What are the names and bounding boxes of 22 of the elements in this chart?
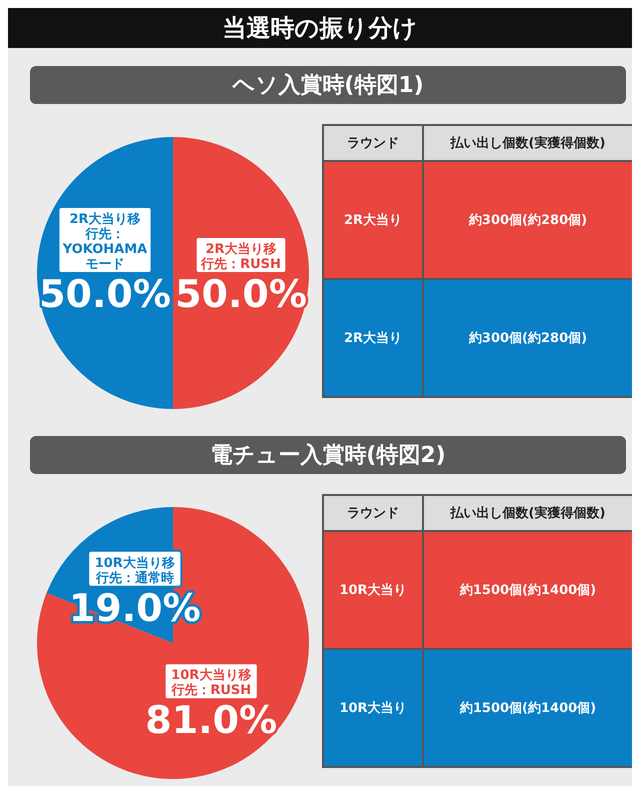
text: 2R大当り: [323, 279, 423, 397]
chart-subtitle: ヘソ入賞時(特図1): [30, 66, 626, 104]
text: 約300個(約280個): [423, 161, 633, 279]
text: 払い出し個数(実獲得個数): [423, 495, 633, 531]
text: ラウンド: [323, 125, 423, 161]
slice-label: 10R大当り移行先：RUSH: [170, 668, 252, 698]
data-label: 81.0%: [145, 698, 278, 742]
slice-label: 2R大当り移行先：RUSH: [200, 242, 281, 272]
text: 約300個(約280個): [423, 279, 633, 397]
text: 2R大当り: [323, 161, 423, 279]
slice-label: 10R大当り移行先：通常時: [94, 556, 175, 586]
text: 約1500個(約1400個): [423, 531, 633, 649]
chart-subtitle: 電チュー入賞時(特図2): [30, 436, 626, 474]
text: 10R大当り: [323, 649, 423, 767]
text: ラウンド: [323, 495, 423, 531]
chart-title: 当選時の振り分け: [8, 8, 632, 48]
text: 約1500個(約1400個): [423, 649, 633, 767]
text: 払い出し個数(実獲得個数): [423, 125, 633, 161]
data-label: 50.0%: [39, 272, 171, 316]
text: 10R大当り: [323, 531, 423, 649]
slice-label: 2R大当り移行先：YOKOHAMAモード: [62, 212, 148, 272]
data-label: 50.0%: [175, 272, 307, 316]
